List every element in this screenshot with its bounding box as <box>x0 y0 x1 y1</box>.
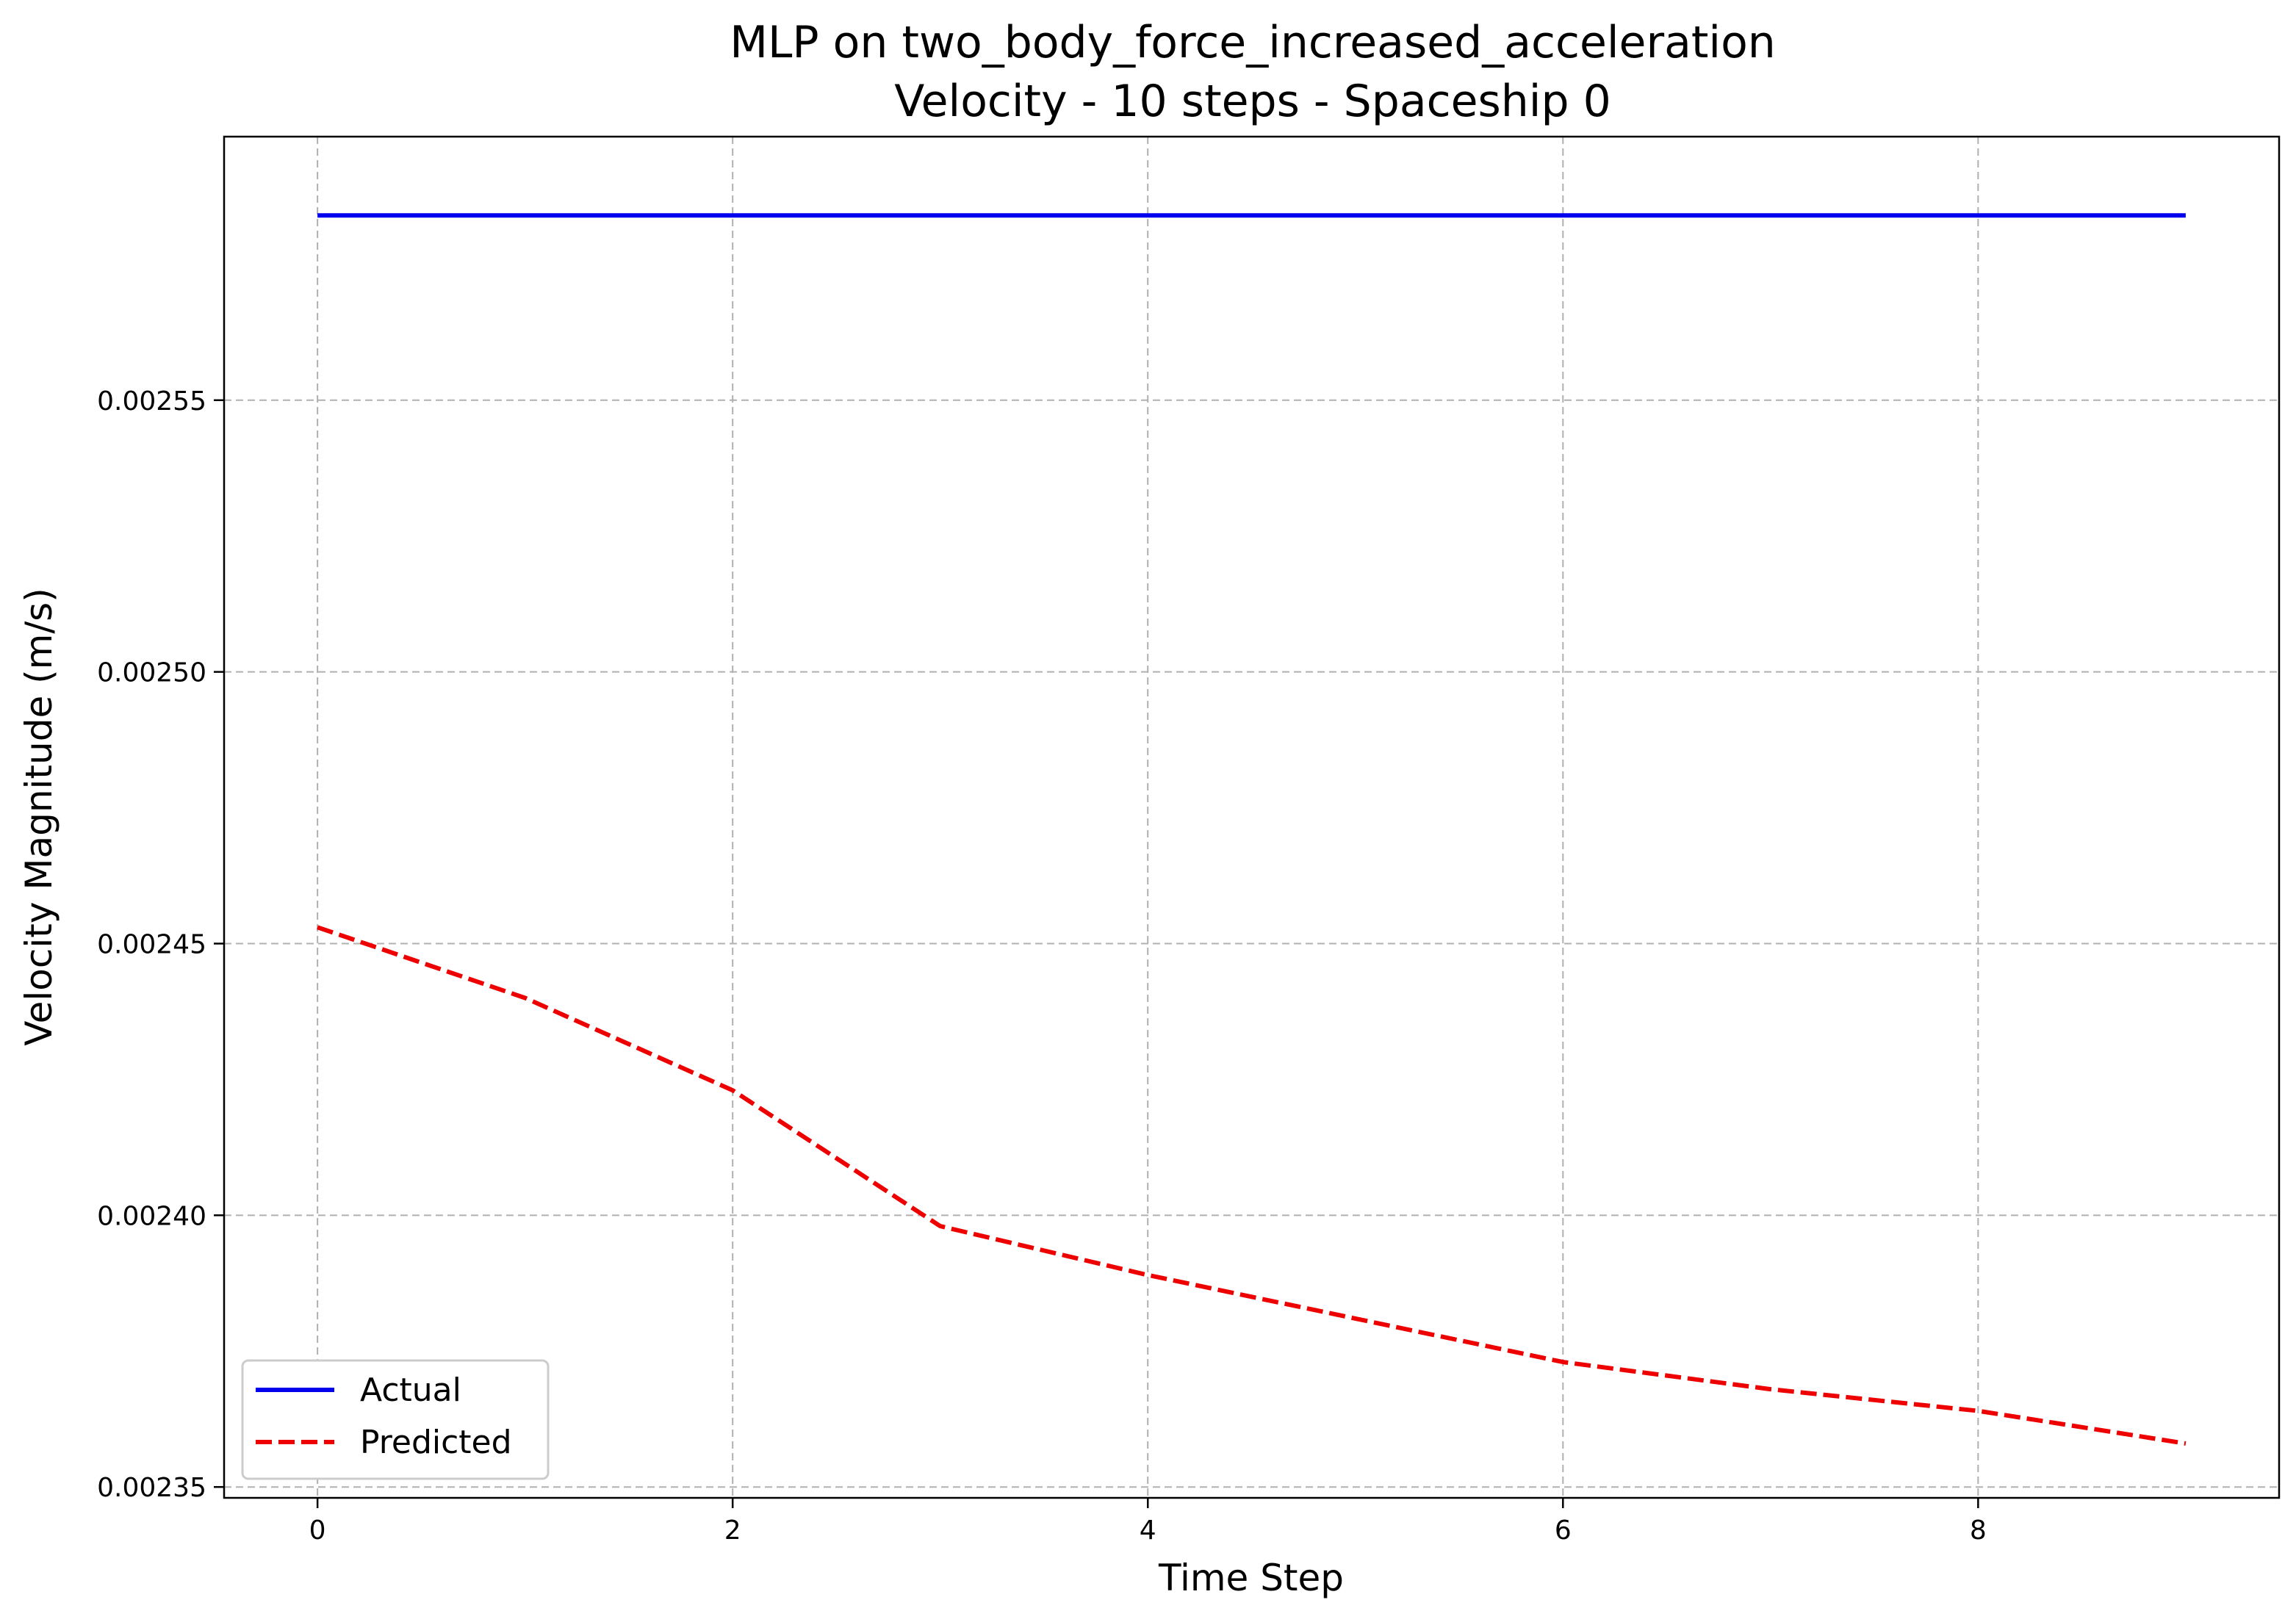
chart-title-line2: Velocity - 10 steps - Spaceship 0 <box>894 76 1611 127</box>
y-tick-label: 0.00240 <box>97 1201 206 1231</box>
y-tick-label: 0.00250 <box>97 658 206 688</box>
x-tick-label: 4 <box>1140 1515 1156 1546</box>
legend: Actual Predicted <box>241 1359 550 1480</box>
plot-frame <box>223 135 2281 1499</box>
x-tick-label: 8 <box>1970 1515 1987 1546</box>
series-line-predicted <box>317 925 2187 1446</box>
x-tick-label: 0 <box>309 1515 326 1546</box>
x-axis-label: Time Step <box>1158 1557 1344 1599</box>
x-axis: 0 2 4 6 8 <box>309 1498 1987 1546</box>
y-tick-label: 0.00245 <box>97 929 206 959</box>
legend-label-actual: Actual <box>360 1372 461 1409</box>
legend-label-predicted: Predicted <box>360 1424 512 1461</box>
y-axis-label: Velocity Magnitude (m/s) <box>18 588 60 1045</box>
x-tick-label: 2 <box>724 1515 741 1546</box>
y-axis: 0.00235 0.00240 0.00245 0.00250 0.00255 <box>97 386 224 1503</box>
series-group <box>317 213 2187 1446</box>
y-tick-label: 0.00235 <box>97 1473 206 1503</box>
chart-title-line1: MLP on two_body_force_increased_accelera… <box>730 17 1776 68</box>
x-tick-label: 6 <box>1555 1515 1572 1546</box>
y-tick-label: 0.00255 <box>97 386 206 417</box>
grid <box>224 137 2279 1498</box>
